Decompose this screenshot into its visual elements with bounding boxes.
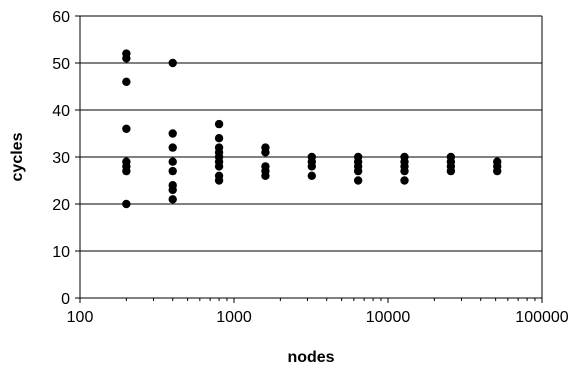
x-tick-labels: 100 1000 10000 100000 [67, 309, 569, 326]
data-point [169, 59, 177, 67]
x-tick-label: 10000 [366, 309, 411, 326]
y-tick-label: 30 [52, 150, 70, 167]
data-point [169, 143, 177, 151]
y-axis-title: cycles [9, 132, 26, 181]
gridlines [80, 16, 542, 251]
x-tick-label: 100000 [515, 309, 568, 326]
data-point [400, 176, 408, 184]
y-tick-label: 20 [52, 197, 70, 214]
data-point [354, 167, 362, 175]
data-point [169, 195, 177, 203]
data-point [354, 176, 362, 184]
data-point [400, 167, 408, 175]
data-point [122, 78, 130, 86]
data-point [261, 148, 269, 156]
data-point [169, 129, 177, 137]
data-point [169, 167, 177, 175]
data-point [122, 167, 130, 175]
data-point [308, 172, 316, 180]
data-point [308, 162, 316, 170]
x-axis-title: nodes [287, 349, 334, 366]
data-point [122, 200, 130, 208]
y-tick-label: 0 [61, 291, 70, 308]
data-point [447, 167, 455, 175]
y-tick-label: 60 [52, 9, 70, 26]
data-point [215, 120, 223, 128]
x-tick-label: 1000 [216, 309, 252, 326]
y-tick-label: 50 [52, 56, 70, 73]
data-point [215, 176, 223, 184]
data-point [169, 158, 177, 166]
data-point [493, 167, 501, 175]
data-point [261, 172, 269, 180]
y-tick-labels: 0 10 20 30 40 50 60 [52, 9, 70, 308]
data-point [122, 125, 130, 133]
y-tick-label: 10 [52, 244, 70, 261]
y-tick-label: 40 [52, 103, 70, 120]
data-point [215, 162, 223, 170]
data-point [169, 186, 177, 194]
data-point [215, 134, 223, 142]
data-point [122, 54, 130, 62]
data-points [122, 49, 501, 208]
x-tick-label: 100 [67, 309, 94, 326]
